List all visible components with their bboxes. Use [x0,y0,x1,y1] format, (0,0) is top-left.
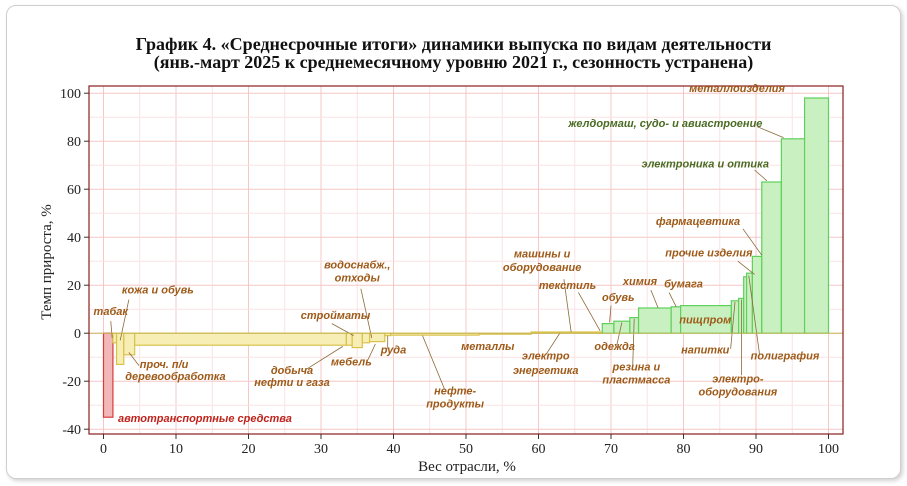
leader-line [306,346,343,370]
category-label: прочие изделия [665,247,753,259]
x-tick-label: 50 [459,442,473,457]
category-label: электро [522,351,570,363]
y-axis-label: Темп прироста, % [39,204,55,320]
leader-lines [110,126,784,389]
y-tick-label: 60 [67,183,81,198]
leader-line [563,279,572,332]
category-label: мебель [331,357,372,369]
y-tick-label: 100 [60,87,81,102]
x-tick-label: 30 [314,442,328,457]
bar [102,332,114,418]
y-tick-label: 20 [67,279,81,294]
category-label: полиграфия [751,351,820,363]
leader-line [650,289,659,309]
x-tick-label: 80 [677,442,691,457]
category-label: обувь [602,292,635,304]
category-label: электро- [712,373,764,385]
bar [115,332,125,366]
category-label: электроника и оптика [642,159,769,171]
category-label: текстиль [539,280,596,292]
category-label: оборудования [698,387,777,399]
y-tick-label: -20 [62,375,81,390]
category-label: руда [380,345,406,357]
x-tick-label: 90 [749,442,763,457]
x-tick-label: 10 [169,442,183,457]
bar [345,332,353,346]
leader-line [545,332,561,356]
category-label: проч. п/и [140,359,189,371]
leader-line [742,228,763,256]
bar [601,323,615,334]
leader-line [128,352,140,366]
grid-lines [89,86,843,434]
category-label: табак [94,306,130,318]
bar [134,332,347,346]
bar [637,307,672,334]
bar [361,332,371,344]
category-label: металлы [461,341,515,353]
x-tick-label: 0 [100,442,107,457]
category-label: нефте- [434,385,476,397]
leader-line [632,318,635,365]
bar [761,181,782,334]
leader-line [730,301,736,349]
y-tick-label: 80 [67,135,81,150]
category-label: водоснабж., [324,259,390,271]
category-label: стройматы [301,310,371,322]
category-label: желдормаш, судо- и авиастроение [567,118,762,130]
category-label: энергетика [513,365,579,377]
category-label: напитки [681,345,730,357]
y-tick-label: 40 [67,231,81,246]
category-label: оборудование [503,262,581,274]
y-tick-label: -40 [62,423,81,438]
bars-group [102,97,830,418]
leader-line [737,260,755,275]
annotation-labels: автотранспортные средства табак кожа и обу… [94,83,820,425]
category-label: металлоизделия [689,83,785,95]
category-label: одежда [594,341,635,353]
category-label: добыча [271,365,313,377]
x-tick-label: 100 [818,442,839,457]
leader-line [367,343,376,360]
leader-line [578,292,601,331]
chart-frame [6,5,901,479]
x-tick-label: 40 [387,442,401,457]
leader-line [754,169,768,182]
bar [123,332,136,356]
y-tick-label: 0 [74,327,81,342]
category-label: нефти и газа [254,377,330,389]
category-label: машины и [514,249,571,261]
category-label: пищпром [679,315,731,327]
bar [751,255,763,334]
bar [803,97,830,334]
leader-line [422,335,445,389]
category-label: химия [622,276,658,288]
category-label: кожа и обувь [122,285,194,297]
category-label: продукты [426,399,484,411]
leader-line [360,288,373,339]
chart-subtitle: (янв.-март 2025 к среднемесячному уровню… [153,52,754,72]
x-tick-label: 60 [532,442,546,457]
category-label: фармацевтика [656,216,740,228]
leader-line [748,275,761,355]
leader-line [110,321,113,339]
bar [780,138,806,334]
category-label: автотранспортные средства [118,413,292,425]
category-label: бумага [664,279,703,291]
x-tick-label: 70 [604,442,618,457]
x-axis-label: Вес отрасли, % [418,459,516,475]
category-label: резина и [612,361,661,373]
category-label: отходы [335,273,381,285]
bar [679,305,732,334]
category-label: пластмасса [602,375,670,387]
leader-line [609,305,612,323]
category-label: деревообработка [125,371,225,383]
chart-title: График 4. «Среднесрочные итоги» динамики… [135,34,772,54]
leader-line [616,322,623,346]
leader-line [668,292,677,307]
axes-group: 0 10 20 30 40 50 60 70 80 90 100 -40 -20 0 20 40 60 80 100 [60,85,844,457]
leader-line [757,126,784,138]
x-tick-label: 20 [242,442,256,457]
